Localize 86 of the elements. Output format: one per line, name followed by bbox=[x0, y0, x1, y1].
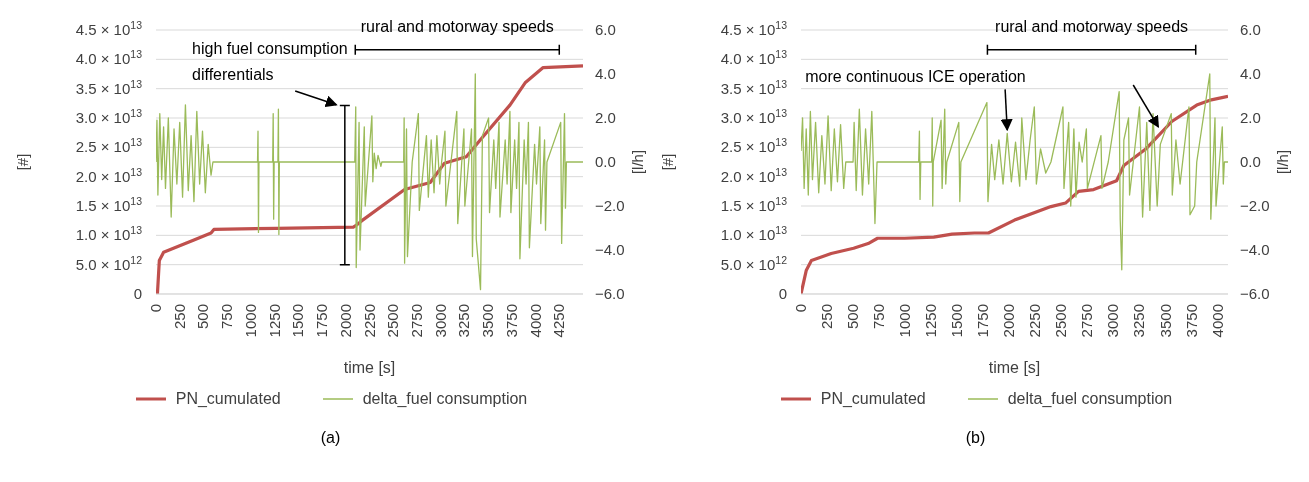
y2-tick-label: −4.0 bbox=[595, 241, 625, 258]
x-tick-label: 2750 bbox=[1078, 304, 1096, 338]
y-axis-title: [#] bbox=[14, 153, 31, 171]
x-tick-label: 2250 bbox=[360, 304, 378, 338]
legend-label: PN_cumulated bbox=[175, 390, 281, 408]
y-tick-label: 2.5 × 10$^{13}$ bbox=[720, 136, 788, 156]
y-tick-label: 4.5 × 10$^{13}$ bbox=[75, 19, 143, 38]
x-tick-label: 3000 bbox=[1104, 304, 1122, 338]
x-tick-label: 3250 bbox=[455, 304, 473, 338]
x-tick-label: 500 bbox=[844, 304, 862, 330]
y-tick-label: 1.0 × 10$^{13}$ bbox=[720, 224, 788, 244]
x-tick-label: 4000 bbox=[1208, 304, 1226, 338]
y2-tick-label: −4.0 bbox=[1240, 241, 1270, 258]
x-tick-label: 1750 bbox=[974, 304, 992, 338]
y-tick-label: 0 bbox=[778, 285, 787, 302]
y2-tick-label: 2.0 bbox=[1240, 109, 1261, 126]
x-tick-label: 3250 bbox=[1130, 304, 1148, 338]
x-axis-title: time [s] bbox=[988, 359, 1041, 376]
y2-tick-label: −2.0 bbox=[1240, 197, 1270, 214]
y2-axis-title: [l/h] bbox=[629, 149, 646, 175]
x-tick-label: 2500 bbox=[384, 304, 402, 338]
text: (a) bbox=[319, 429, 342, 447]
x-tick-label: 1750 bbox=[313, 304, 331, 338]
x-tick-label: 1000 bbox=[241, 304, 259, 338]
x-tick-label: 0 bbox=[147, 304, 164, 313]
y-tick-label: 3.0 × 10$^{13}$ bbox=[720, 107, 788, 126]
annotation: rural and motorway speeds bbox=[360, 17, 554, 35]
y-tick-label: 5.0 × 10$^{12}$ bbox=[75, 253, 143, 273]
x-tick-label: 750 bbox=[218, 304, 236, 330]
text: (b) bbox=[964, 429, 987, 447]
y-tick-label: 4.5 × 10$^{13}$ bbox=[720, 19, 788, 38]
y-tick-label: 1.0 × 10$^{13}$ bbox=[75, 224, 143, 244]
y-tick-label: 2.0 × 10$^{13}$ bbox=[75, 165, 143, 185]
x-tick-label: 3500 bbox=[479, 304, 497, 338]
y-tick-label: 1.5 × 10$^{13}$ bbox=[75, 195, 143, 214]
x-tick-label: 250 bbox=[818, 304, 836, 330]
x-tick-label: 4000 bbox=[526, 304, 544, 338]
y2-tick-label: −2.0 bbox=[595, 197, 625, 214]
y-tick-label: 3.0 × 10$^{13}$ bbox=[75, 107, 143, 126]
x-tick-label: 2000 bbox=[336, 304, 354, 338]
x-tick-label: 2000 bbox=[1000, 304, 1018, 338]
x-tick-label: 250 bbox=[170, 304, 188, 330]
y-tick-label: 4.0 × 10$^{13}$ bbox=[75, 48, 143, 68]
y2-tick-label: −6.0 bbox=[595, 285, 625, 302]
x-axis-title: time [s] bbox=[343, 359, 396, 376]
x-tick-label: 1250 bbox=[922, 304, 940, 338]
y2-tick-label: 0.0 bbox=[1240, 153, 1261, 170]
x-tick-label: 3750 bbox=[502, 304, 520, 338]
y-tick-label: 1.5 × 10$^{13}$ bbox=[720, 195, 788, 214]
y2-tick-label: −6.0 bbox=[1240, 285, 1270, 302]
x-tick-label: 1500 bbox=[289, 304, 307, 338]
legend-label: PN_cumulated bbox=[820, 390, 926, 408]
x-tick-label: 500 bbox=[194, 304, 212, 330]
annotation: more continuous ICE operation bbox=[805, 68, 1026, 86]
y-tick-label: 0 bbox=[133, 285, 142, 302]
x-tick-label: 750 bbox=[870, 304, 888, 330]
legend-label: delta_fuel consumption bbox=[1007, 390, 1173, 408]
x-tick-label: 2250 bbox=[1026, 304, 1044, 338]
y-tick-label: 5.0 × 10$^{12}$ bbox=[720, 253, 788, 273]
x-tick-label: 1250 bbox=[265, 304, 283, 338]
y2-axis-title: [l/h] bbox=[1274, 149, 1291, 175]
x-tick-label: 3000 bbox=[431, 304, 449, 338]
annotation: rural and motorway speeds bbox=[995, 17, 1189, 35]
x-tick-label: 2750 bbox=[407, 304, 425, 338]
x-tick-label: 3750 bbox=[1182, 304, 1200, 338]
annotation: high fuel consumption differentials bbox=[192, 39, 348, 83]
x-tick-label: 1000 bbox=[896, 304, 914, 338]
y-tick-label: 2.5 × 10$^{13}$ bbox=[75, 136, 143, 156]
y-axis-title: [#] bbox=[659, 153, 676, 171]
legend-label: delta_fuel consumption bbox=[362, 390, 528, 408]
y2-tick-label: 4.0 bbox=[595, 65, 616, 82]
x-tick-label: 4250 bbox=[550, 304, 568, 338]
y-tick-label: 4.0 × 10$^{13}$ bbox=[720, 48, 788, 68]
x-tick-label: 0 bbox=[792, 304, 809, 313]
y2-tick-label: 2.0 bbox=[595, 109, 616, 126]
y2-tick-label: 6.0 bbox=[1240, 21, 1261, 38]
y-tick-label: 2.0 × 10$^{13}$ bbox=[720, 165, 788, 185]
x-tick-label: 2500 bbox=[1052, 304, 1070, 338]
line-series bbox=[801, 94, 1228, 294]
y2-tick-label: 6.0 bbox=[595, 21, 616, 38]
y-tick-label: 3.5 × 10$^{13}$ bbox=[720, 77, 788, 97]
y-tick-label: 3.5 × 10$^{13}$ bbox=[75, 77, 143, 97]
x-tick-label: 3500 bbox=[1156, 304, 1174, 338]
y2-tick-label: 0.0 bbox=[595, 153, 616, 170]
x-tick-label: 1500 bbox=[948, 304, 966, 338]
y2-tick-label: 4.0 bbox=[1240, 65, 1261, 82]
